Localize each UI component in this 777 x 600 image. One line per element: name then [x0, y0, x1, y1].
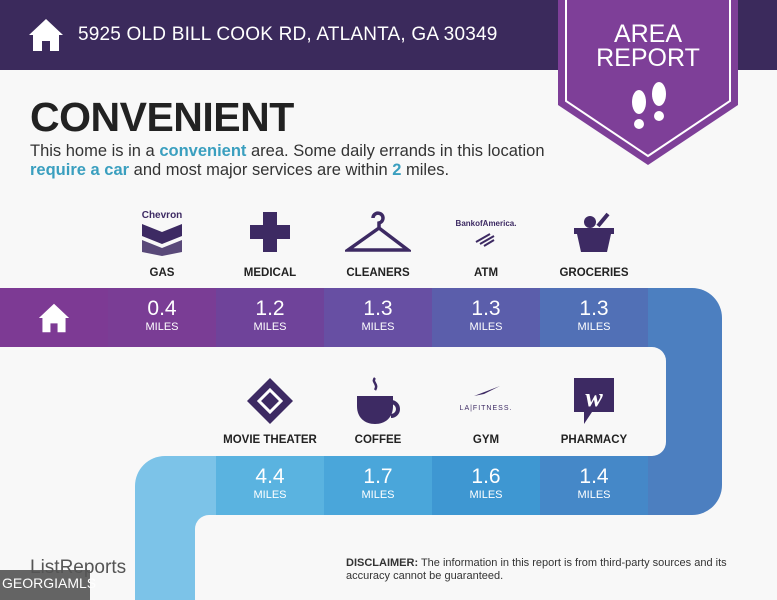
hanger-icon — [324, 208, 432, 256]
badge-line2: REPORT — [596, 44, 700, 72]
badge-text: AREA REPORT — [558, 20, 738, 72]
desc-text: This home is in a — [30, 142, 160, 160]
svg-text:Chevron: Chevron — [142, 210, 183, 221]
distance-value: 1.4 — [579, 465, 609, 488]
distance-value: 1.3 — [363, 297, 393, 320]
category-label: MOVIE THEATER — [223, 434, 317, 446]
category-label: CLEANERS — [346, 267, 410, 279]
svg-text:w: w — [585, 383, 603, 412]
house-icon — [29, 19, 63, 51]
grocery-basket-icon — [540, 208, 648, 256]
footprints-icon — [632, 82, 666, 129]
medical-cross-icon — [216, 208, 324, 256]
desc-text: area. Some daily errands in this locatio… — [246, 142, 545, 160]
distance-unit: MILES — [469, 321, 503, 333]
svg-text:LA|FITNESS.: LA|FITNESS. — [460, 405, 513, 412]
distance-value: 1.3 — [579, 297, 609, 320]
distance-unit: MILES — [577, 489, 611, 501]
distance-cell-gym: 1.6 MILES — [432, 456, 540, 515]
la-fitness-logo-icon: LA|FITNESS. — [432, 376, 540, 426]
address: 5925 OLD BILL COOK RD, ATLANTA, GA 30349 — [78, 24, 498, 45]
distance-cell-coffee: 1.7 MILES — [324, 456, 432, 515]
category-label: ATM — [473, 267, 499, 279]
svg-text:BankofAmerica.: BankofAmerica. — [456, 219, 516, 228]
distance-cell-gas: 0.4 MILES — [108, 288, 216, 347]
bank-of-america-logo-icon: BankofAmerica. — [432, 208, 540, 256]
badge-line1: AREA — [613, 20, 683, 48]
distance-cell-groceries: 1.3 MILES — [540, 288, 648, 347]
walgreens-logo-icon: w — [540, 376, 648, 426]
distance-unit: MILES — [361, 321, 395, 333]
distance-cell-movie-theater: 4.4 MILES — [216, 456, 324, 515]
chevron-logo-icon: Chevron — [108, 208, 216, 256]
disclaimer-label: DISCLAIMER: — [346, 557, 419, 569]
distance-unit: MILES — [253, 489, 287, 501]
distance-value: 1.2 — [255, 297, 285, 320]
description: This home is in a convenient area. Some … — [30, 142, 570, 180]
distance-cell-pharmacy: 1.4 MILES — [540, 456, 648, 515]
desc-highlight: require a car — [30, 161, 130, 179]
house-icon — [38, 303, 70, 333]
path-gap — [195, 515, 275, 600]
ticket-icon — [216, 376, 324, 426]
distance-value: 0.4 — [147, 297, 177, 320]
coffee-cup-icon — [324, 376, 432, 426]
distance-cell-medical: 1.2 MILES — [216, 288, 324, 347]
distance-unit: MILES — [469, 489, 503, 501]
distance-cell-cleaners: 1.3 MILES — [324, 288, 432, 347]
area-report-badge — [558, 0, 738, 165]
desc-text: and most major services are within — [129, 161, 393, 179]
category-label: GYM — [472, 434, 500, 446]
georgiamls-watermark: GEORGIAMLS — [0, 570, 96, 600]
category-label: MEDICAL — [243, 267, 297, 279]
distance-unit: MILES — [253, 321, 287, 333]
category-label: COFFEE — [354, 434, 402, 446]
distance-value: 1.3 — [471, 297, 501, 320]
disclaimer: DISCLAIMER: The information in this repo… — [346, 557, 756, 583]
category-label: PHARMACY — [560, 434, 628, 446]
home-cell — [0, 288, 108, 347]
category-label: GROCERIES — [559, 267, 629, 279]
distance-cell-atm: 1.3 MILES — [432, 288, 540, 347]
desc-highlight: convenient — [159, 142, 247, 160]
category-label: GAS — [149, 267, 175, 279]
disclaimer-text: The information in this report is from t… — [346, 557, 727, 582]
page-title: CONVENIENT — [30, 94, 294, 140]
desc-text: miles. — [401, 161, 450, 179]
distance-value: 1.6 — [471, 465, 501, 488]
distance-value: 4.4 — [255, 465, 285, 488]
distance-unit: MILES — [361, 489, 395, 501]
desc-highlight: 2 — [392, 161, 402, 179]
distance-unit: MILES — [145, 321, 179, 333]
distance-value: 1.7 — [363, 465, 393, 488]
distance-unit: MILES — [577, 321, 611, 333]
